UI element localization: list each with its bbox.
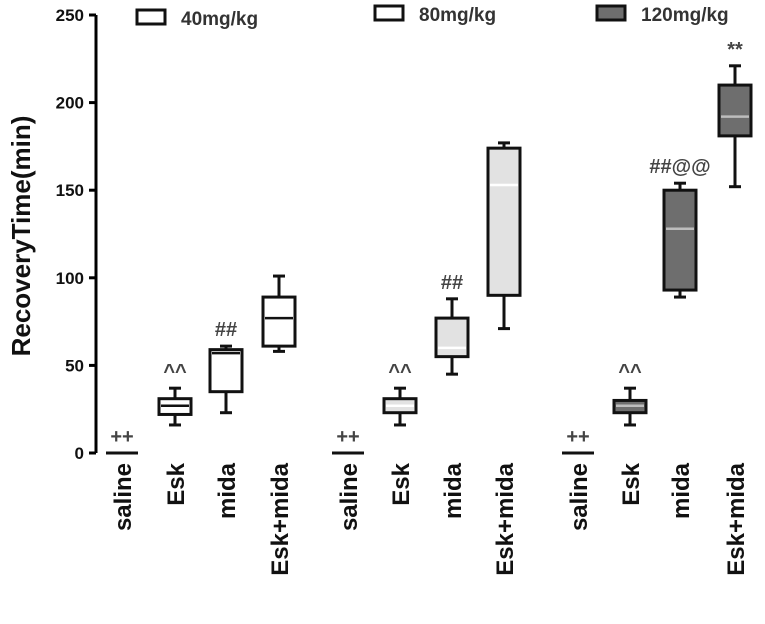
legend-item-120mg/kg: 120mg/kg <box>595 4 729 26</box>
significance-label: ** <box>727 39 743 61</box>
legend-label: 40mg/kg <box>181 9 258 30</box>
legend-label: 120mg/kg <box>641 5 729 26</box>
y-axis-title: RecoveryTime(min) <box>6 116 36 357</box>
x-category-label: Esk <box>388 462 415 505</box>
legend-item-80mg/kg: 80mg/kg <box>373 4 496 26</box>
box-40mg/kg-mida: ## <box>208 319 244 415</box>
box-120mg/kg-Esk+mida: ** <box>717 39 753 189</box>
x-axis-labels: saline Esk mida Esk+mida saline Esk mida Esk+mi… <box>110 462 750 575</box>
x-category-label: Esk+mida <box>492 462 519 575</box>
legend-item-40mg/kg: 40mg/kg <box>135 8 258 30</box>
box-body <box>662 188 698 292</box>
significance-label: ++ <box>566 426 589 448</box>
box-80mg/kg-mida: ## <box>434 272 470 376</box>
legend-swatch <box>135 8 167 26</box>
legend-swatch <box>373 4 405 22</box>
box-80mg/kg-Esk+mida <box>486 141 522 331</box>
y-tick-label: 0 <box>75 444 84 463</box>
legend: 40mg/kg 80mg/kg 120mg/kg <box>135 4 729 30</box>
significance-label: ##@@ <box>649 156 710 178</box>
plot-area: ++ ^^ ## ++ ^^ ## ++ ^^ ##@@ ** <box>106 39 753 455</box>
y-tick-label: 200 <box>56 94 84 113</box>
box-80mg/kg-saline: ++ <box>332 426 364 455</box>
box-body <box>434 316 470 359</box>
significance-label: ## <box>215 319 237 341</box>
box-120mg/kg-saline: ++ <box>562 426 594 455</box>
x-category-label: Esk <box>618 462 645 505</box>
box-body <box>717 83 753 138</box>
box-body <box>208 348 244 394</box>
box-body <box>486 146 522 297</box>
x-category-label: saline <box>336 463 363 531</box>
x-category-label: Esk <box>163 462 190 505</box>
significance-label: ^^ <box>388 361 412 383</box>
x-category-label: mida <box>440 462 467 519</box>
significance-label: ++ <box>336 426 359 448</box>
x-category-label: saline <box>110 463 137 531</box>
x-category-label: saline <box>566 463 593 531</box>
legend-label: 80mg/kg <box>419 5 496 26</box>
box-80mg/kg-Esk: ^^ <box>382 361 418 427</box>
x-category-label: mida <box>214 462 241 519</box>
box-40mg/kg-Esk+mida <box>261 274 297 353</box>
y-axis: 0 50 100 150 200 250 <box>56 6 98 463</box>
x-category-label: Esk+mida <box>723 462 750 575</box>
y-tick-label: 50 <box>65 356 84 375</box>
significance-label: ^^ <box>618 361 642 383</box>
x-category-label: Esk+mida <box>267 462 294 575</box>
box-120mg/kg-Esk: ^^ <box>612 361 648 427</box>
box-body <box>261 295 297 348</box>
box-40mg/kg-Esk: ^^ <box>157 361 193 427</box>
box-120mg/kg-mida: ##@@ <box>649 156 711 299</box>
x-category-label: mida <box>668 462 695 519</box>
y-tick-label: 150 <box>56 181 84 200</box>
significance-label: ## <box>441 272 463 294</box>
box-40mg/kg-saline: ++ <box>106 426 138 455</box>
significance-label: ^^ <box>163 361 187 383</box>
significance-label: ++ <box>110 426 133 448</box>
y-tick-label: 100 <box>56 269 84 288</box>
y-tick-label: 250 <box>56 6 84 25</box>
legend-swatch <box>595 4 627 22</box>
